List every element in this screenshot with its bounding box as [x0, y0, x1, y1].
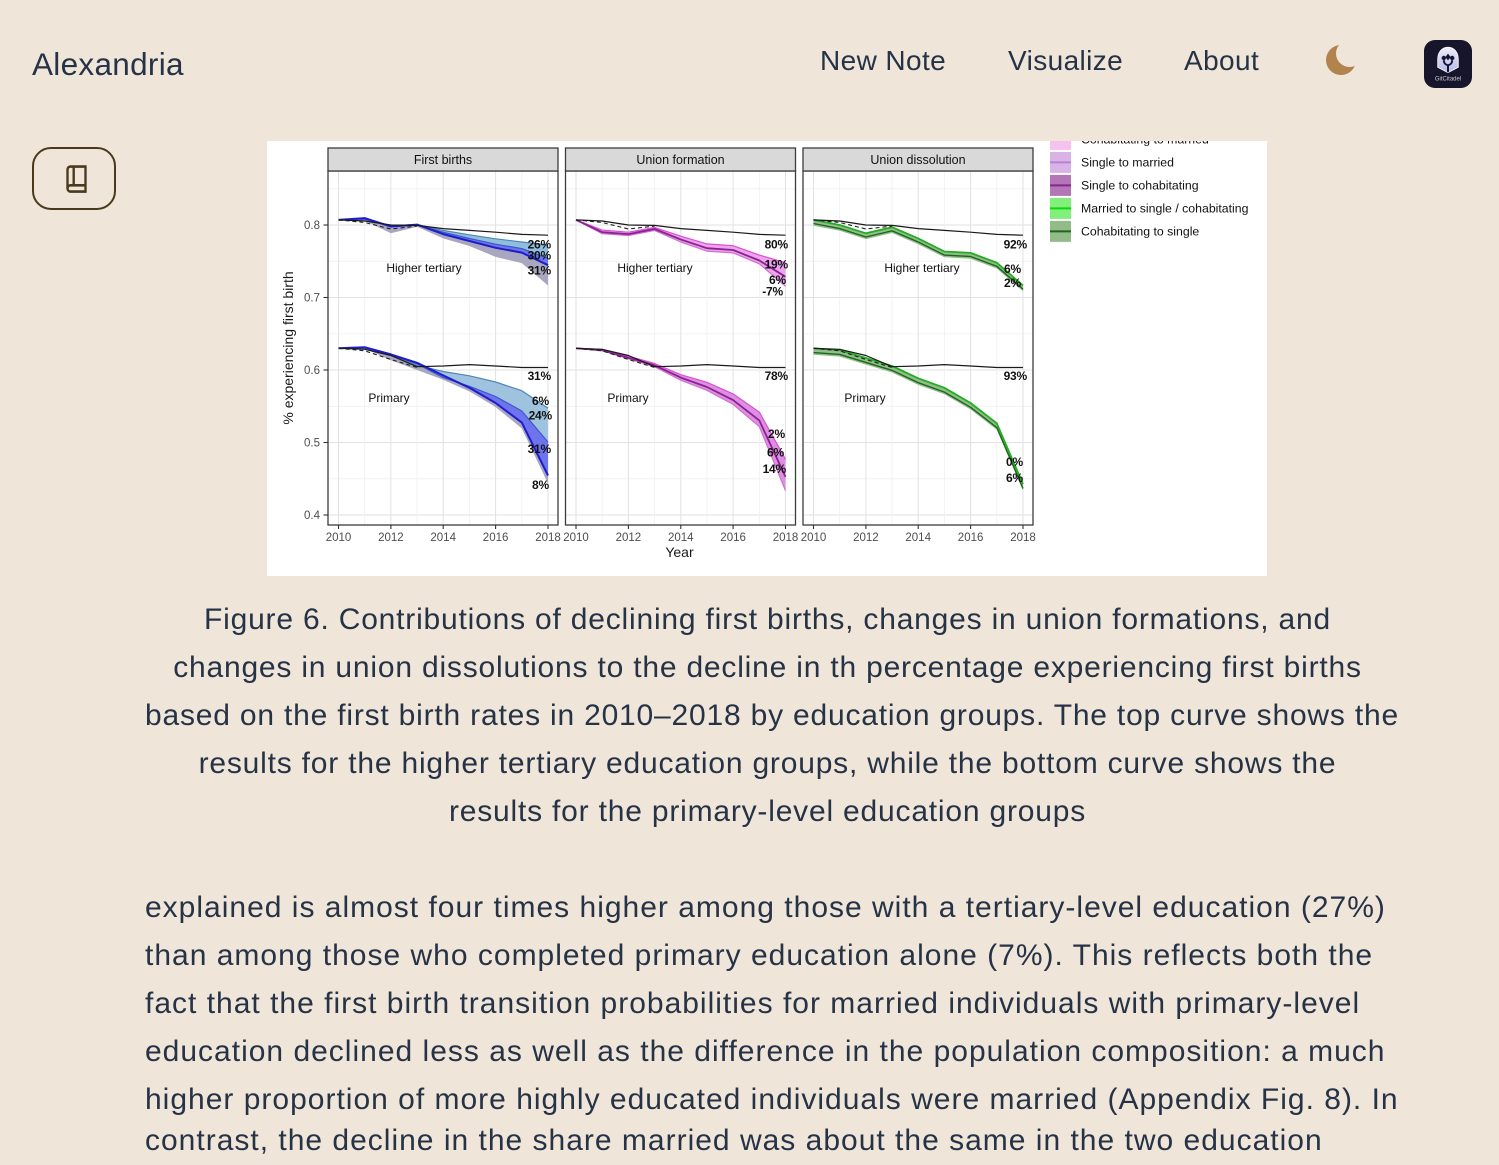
svg-text:0%: 0%	[1006, 455, 1023, 469]
svg-text:78%: 78%	[765, 369, 789, 383]
svg-text:19%: 19%	[765, 258, 789, 272]
svg-text:8%: 8%	[532, 478, 549, 492]
svg-text:24%: 24%	[529, 409, 553, 423]
svg-text:Primary: Primary	[368, 391, 409, 405]
svg-text:2018: 2018	[773, 532, 799, 544]
svg-text:Single to married: Single to married	[1081, 156, 1174, 170]
svg-text:GitCitadel: GitCitadel	[1435, 77, 1461, 83]
svg-text:31%: 31%	[528, 264, 552, 278]
svg-text:30%: 30%	[528, 249, 552, 263]
svg-text:Single to cohabitating: Single to cohabitating	[1081, 179, 1199, 193]
svg-text:2%: 2%	[768, 427, 785, 441]
svg-text:2010: 2010	[326, 532, 352, 544]
svg-text:2014: 2014	[668, 532, 694, 544]
svg-text:Union formation: Union formation	[636, 153, 724, 167]
svg-text:2010: 2010	[563, 532, 589, 544]
svg-text:0.4: 0.4	[304, 510, 321, 522]
svg-text:2018: 2018	[1010, 532, 1036, 544]
svg-text:26%: 26%	[528, 238, 552, 252]
svg-text:0.8: 0.8	[304, 220, 320, 232]
svg-text:80%: 80%	[765, 238, 789, 252]
svg-text:2016: 2016	[720, 532, 746, 544]
svg-text:6%: 6%	[1006, 471, 1023, 485]
svg-text:2012: 2012	[378, 532, 404, 544]
svg-text:Primary: Primary	[607, 391, 648, 405]
svg-text:2018: 2018	[535, 532, 561, 544]
svg-text:92%: 92%	[1004, 238, 1028, 252]
svg-text:Married to single / cohabitati: Married to single / cohabitating	[1081, 202, 1249, 216]
svg-text:0.7: 0.7	[304, 293, 320, 305]
svg-text:First births: First births	[414, 153, 472, 167]
svg-text:93%: 93%	[1004, 369, 1028, 383]
svg-text:6%: 6%	[532, 394, 549, 408]
svg-text:6%: 6%	[767, 446, 784, 460]
svg-text:0.6: 0.6	[304, 365, 320, 377]
svg-text:2014: 2014	[905, 532, 931, 544]
svg-text:Cohabitating to single: Cohabitating to single	[1081, 225, 1199, 239]
svg-text:% experiencing first birth: % experiencing first birth	[280, 271, 296, 424]
svg-text:Higher tertiary: Higher tertiary	[617, 261, 692, 275]
svg-text:14%: 14%	[763, 462, 787, 476]
svg-text:0.5: 0.5	[304, 438, 320, 450]
svg-text:2%: 2%	[1004, 276, 1021, 290]
svg-text:2012: 2012	[616, 532, 642, 544]
svg-text:2012: 2012	[853, 532, 879, 544]
svg-text:Cohabitating to married: Cohabitating to married	[1081, 141, 1209, 147]
svg-text:2010: 2010	[801, 532, 827, 544]
svg-text:2014: 2014	[430, 532, 456, 544]
svg-text:31%: 31%	[528, 442, 552, 456]
svg-text:Primary: Primary	[844, 391, 885, 405]
svg-text:Year: Year	[665, 544, 694, 560]
svg-text:6%: 6%	[1004, 262, 1021, 276]
svg-text:Higher tertiary: Higher tertiary	[884, 261, 959, 275]
svg-text:2016: 2016	[958, 532, 984, 544]
svg-text:Higher tertiary: Higher tertiary	[386, 261, 461, 275]
svg-text:Union dissolution: Union dissolution	[870, 153, 965, 167]
svg-text:2016: 2016	[483, 532, 509, 544]
svg-text:31%: 31%	[528, 369, 552, 383]
svg-text:-7%: -7%	[762, 285, 783, 299]
svg-text:6%: 6%	[769, 273, 786, 287]
